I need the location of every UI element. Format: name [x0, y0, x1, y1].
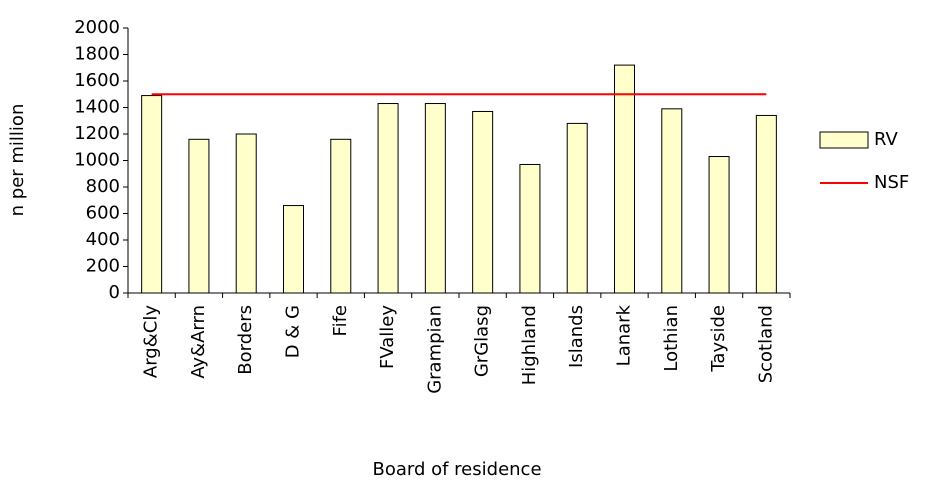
x-tick-label: Lanark	[614, 304, 635, 366]
bar	[188, 138, 210, 294]
bar	[330, 138, 352, 294]
bar	[141, 95, 163, 294]
x-tick-label: Ay&Arrn	[188, 305, 209, 379]
x-tick-label: Grampian	[424, 305, 445, 394]
bar	[424, 103, 446, 294]
legend-label: RV	[874, 129, 899, 150]
x-tick-label: Tayside	[708, 305, 729, 373]
y-tick-label: 800	[86, 176, 120, 197]
y-tick-label: 1200	[74, 123, 120, 144]
y-tick-label: 0	[109, 282, 120, 303]
bar	[235, 133, 257, 294]
x-tick-label: Borders	[235, 305, 256, 375]
bar	[519, 163, 541, 294]
x-tick-label: Fife	[330, 305, 351, 336]
bar	[708, 156, 730, 294]
bar	[566, 122, 588, 294]
y-tick-label: 1400	[74, 97, 120, 118]
x-tick-label: Scotland	[755, 305, 776, 383]
y-tick-label: 2000	[74, 17, 120, 38]
bar	[283, 205, 304, 294]
y-tick-label: 400	[86, 229, 120, 250]
x-tick-label: GrGlasg	[472, 305, 493, 377]
y-tick-label: 1800	[74, 44, 120, 65]
x-axis-label: Board of residence	[372, 459, 541, 480]
bar	[755, 114, 777, 294]
y-tick-label: 600	[86, 203, 120, 224]
x-tick-label: Islands	[566, 305, 587, 368]
x-tick-label: Highland	[519, 305, 540, 385]
x-tick-label: D & G	[283, 305, 304, 358]
x-tick-label: Lothian	[661, 305, 682, 372]
legend-label: NSF	[874, 172, 909, 193]
bar	[377, 103, 399, 294]
y-tick-label: 1600	[74, 70, 120, 91]
x-tick-label: FValley	[377, 305, 398, 369]
x-tick-label: Arg&Cly	[141, 305, 162, 378]
y-tick-label: 200	[86, 256, 120, 277]
y-axis-label: n per million	[7, 104, 28, 217]
legend-swatch	[819, 131, 869, 149]
bar	[661, 108, 683, 294]
bar	[472, 110, 494, 294]
bar	[614, 64, 635, 294]
y-tick-label: 1000	[74, 150, 120, 171]
